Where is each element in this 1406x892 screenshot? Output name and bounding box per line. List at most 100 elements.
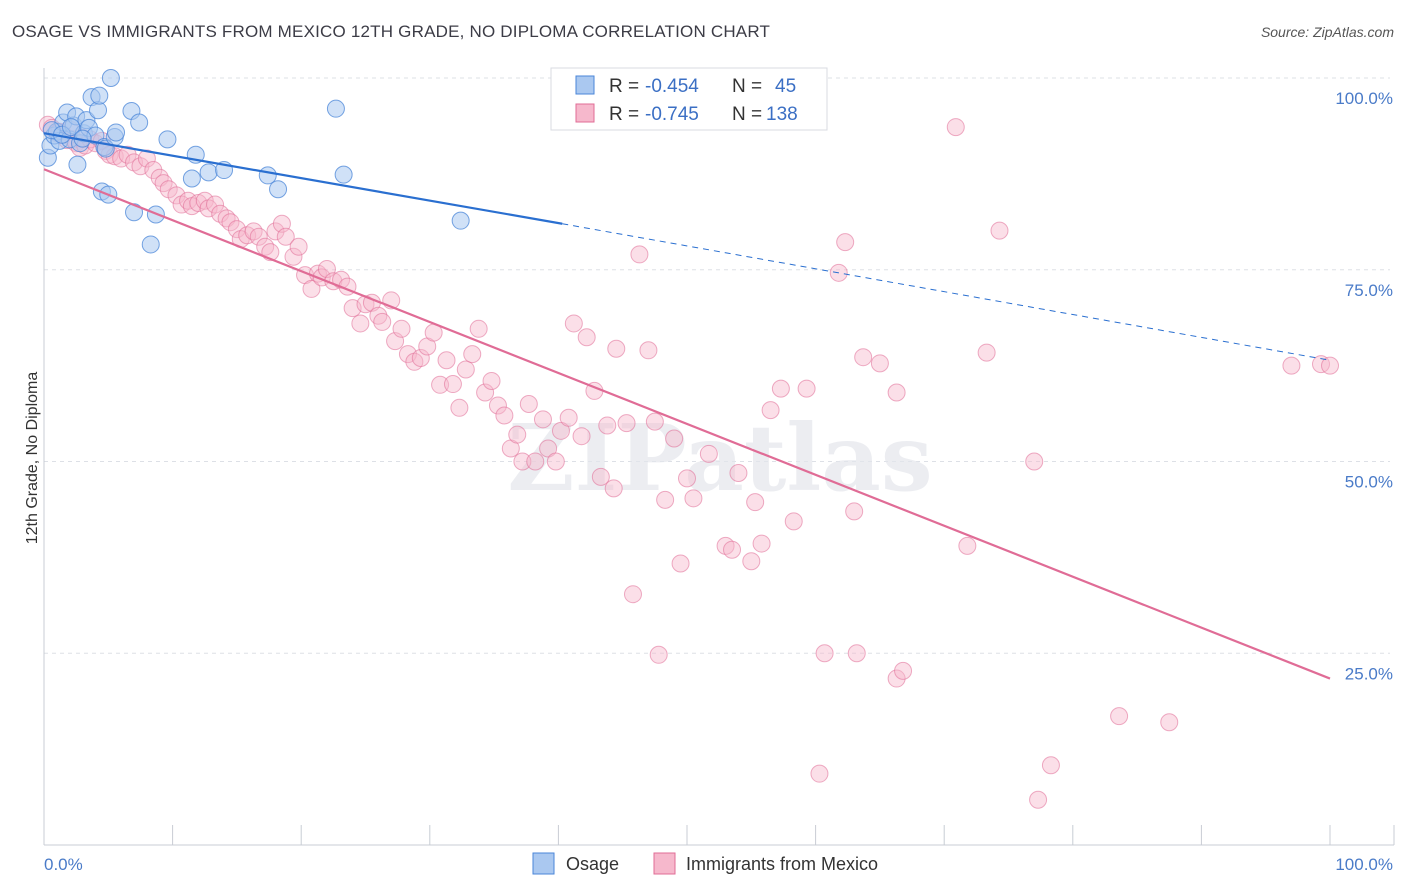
mexico-point-49 — [289, 237, 308, 256]
mexico-point-125 — [836, 233, 855, 252]
bottom-legend-swatch-osage — [532, 852, 555, 875]
mexico-point-142 — [1160, 713, 1179, 732]
mexico-point-140 — [1041, 756, 1060, 775]
osage-point-39 — [334, 165, 353, 184]
osage-point-23 — [101, 69, 120, 87]
osage-point-38 — [326, 99, 345, 118]
mexico-point-41 — [244, 222, 263, 241]
mexico-point-110 — [678, 469, 696, 488]
mexico-point-143 — [1282, 356, 1301, 375]
mexico-point-103 — [630, 245, 649, 264]
legend-n-label-1: N = — [732, 76, 762, 97]
mexico-point-63 — [373, 312, 392, 331]
mexico-point-51 — [302, 279, 321, 298]
legend-n-value-1: 45 — [775, 76, 796, 97]
mexico-point-139 — [1029, 790, 1048, 809]
mexico-point-119 — [761, 401, 780, 420]
mexico-point-95 — [577, 328, 596, 347]
legend-r-value-1: -0.454 — [645, 76, 699, 97]
osage-point-18 — [90, 86, 109, 105]
mexico-point-82 — [495, 406, 514, 425]
mexico-point-112 — [699, 444, 718, 463]
osage-point-40 — [451, 211, 470, 230]
mexico-point-42 — [249, 227, 268, 246]
mexico-point-120 — [771, 379, 790, 398]
mexico-point-135 — [958, 536, 977, 555]
mexico-trend-line — [43, 168, 1331, 680]
mexico-point-127 — [845, 502, 864, 521]
mexico-point-75 — [450, 398, 469, 417]
mexico-point-69 — [411, 348, 430, 367]
mexico-point-87 — [526, 452, 545, 471]
y-axis-title: 12th Grade, No Diploma — [24, 372, 41, 545]
mexico-point-111 — [684, 489, 703, 508]
mexico-point-101 — [617, 414, 636, 433]
x-tick-label-0: 0.0% — [44, 855, 83, 874]
series-legend: Osage Immigrants from Mexico — [532, 852, 878, 875]
legend-swatch-mexico — [575, 103, 595, 123]
mexico-point-145 — [1321, 356, 1339, 375]
y-tick-label-2: 50.0% — [1345, 473, 1393, 492]
mexico-point-131 — [887, 669, 906, 688]
mexico-point-34 — [206, 195, 225, 214]
osage-point-29 — [141, 235, 160, 254]
mexico-point-79 — [476, 383, 495, 402]
mexico-point-48 — [284, 247, 303, 266]
mexico-point-80 — [482, 371, 501, 390]
mexico-point-59 — [351, 314, 370, 333]
mexico-point-124 — [815, 644, 834, 663]
y-tick-label-1: 75.0% — [1345, 281, 1393, 300]
mexico-point-47 — [276, 227, 295, 246]
mexico-point-137 — [990, 221, 1009, 240]
mexico-point-43 — [256, 237, 275, 256]
mexico-point-107 — [656, 490, 675, 509]
mexico-point-109 — [671, 554, 690, 573]
axes — [43, 68, 1395, 846]
x-tick-label-1: 100.0% — [1335, 855, 1393, 874]
osage-trend-extension — [562, 223, 1331, 361]
grid-lines — [44, 77, 1390, 654]
mexico-point-105 — [645, 412, 664, 431]
mexico-point-138 — [1025, 452, 1044, 471]
mexico-point-66 — [392, 319, 411, 338]
mexico-point-104 — [639, 341, 658, 360]
mexico-point-99 — [604, 479, 623, 498]
legend-r-label-2: R = — [609, 104, 639, 125]
mexico-point-73 — [437, 351, 456, 370]
series-immigrants-from-mexico — [38, 115, 1339, 809]
mexico-point-118 — [752, 534, 771, 553]
mexico-point-133 — [894, 661, 913, 680]
mexico-point-22 — [137, 149, 156, 168]
mexico-point-56 — [332, 270, 351, 289]
legend-swatch-osage — [575, 75, 595, 95]
mexico-point-93 — [564, 314, 583, 333]
osage-point-32 — [182, 169, 201, 188]
mexico-point-27 — [167, 186, 186, 205]
osage-point-10 — [68, 155, 87, 174]
mexico-point-121 — [784, 512, 803, 531]
mexico-point-37 — [221, 213, 240, 232]
bottom-legend-swatch-mexico — [653, 852, 676, 875]
mexico-point-122 — [797, 379, 816, 398]
mexico-point-81 — [488, 396, 507, 415]
osage-point-37 — [269, 180, 288, 199]
y-tick-label-0: 100.0% — [1335, 89, 1393, 108]
mexico-point-72 — [431, 375, 450, 394]
legend-r-label-1: R = — [609, 76, 639, 97]
mexico-point-78 — [469, 319, 488, 338]
mexico-point-94 — [572, 427, 591, 446]
osage-point-27 — [125, 203, 144, 222]
mexico-point-115 — [729, 464, 748, 483]
mexico-point-132 — [887, 383, 906, 402]
legend-n-label-2: N = — [732, 104, 762, 125]
chart-source: Source: ZipAtlas.com — [1260, 24, 1394, 40]
mexico-point-123 — [810, 764, 829, 783]
mexico-point-98 — [598, 416, 617, 435]
mexico-point-134 — [946, 118, 965, 137]
osage-point-28 — [130, 113, 149, 132]
legend-n-value-2: 138 — [766, 104, 798, 125]
mexico-point-100 — [607, 339, 626, 358]
mexico-point-114 — [723, 540, 742, 559]
mexico-point-77 — [463, 345, 482, 364]
mexico-point-76 — [456, 360, 475, 379]
